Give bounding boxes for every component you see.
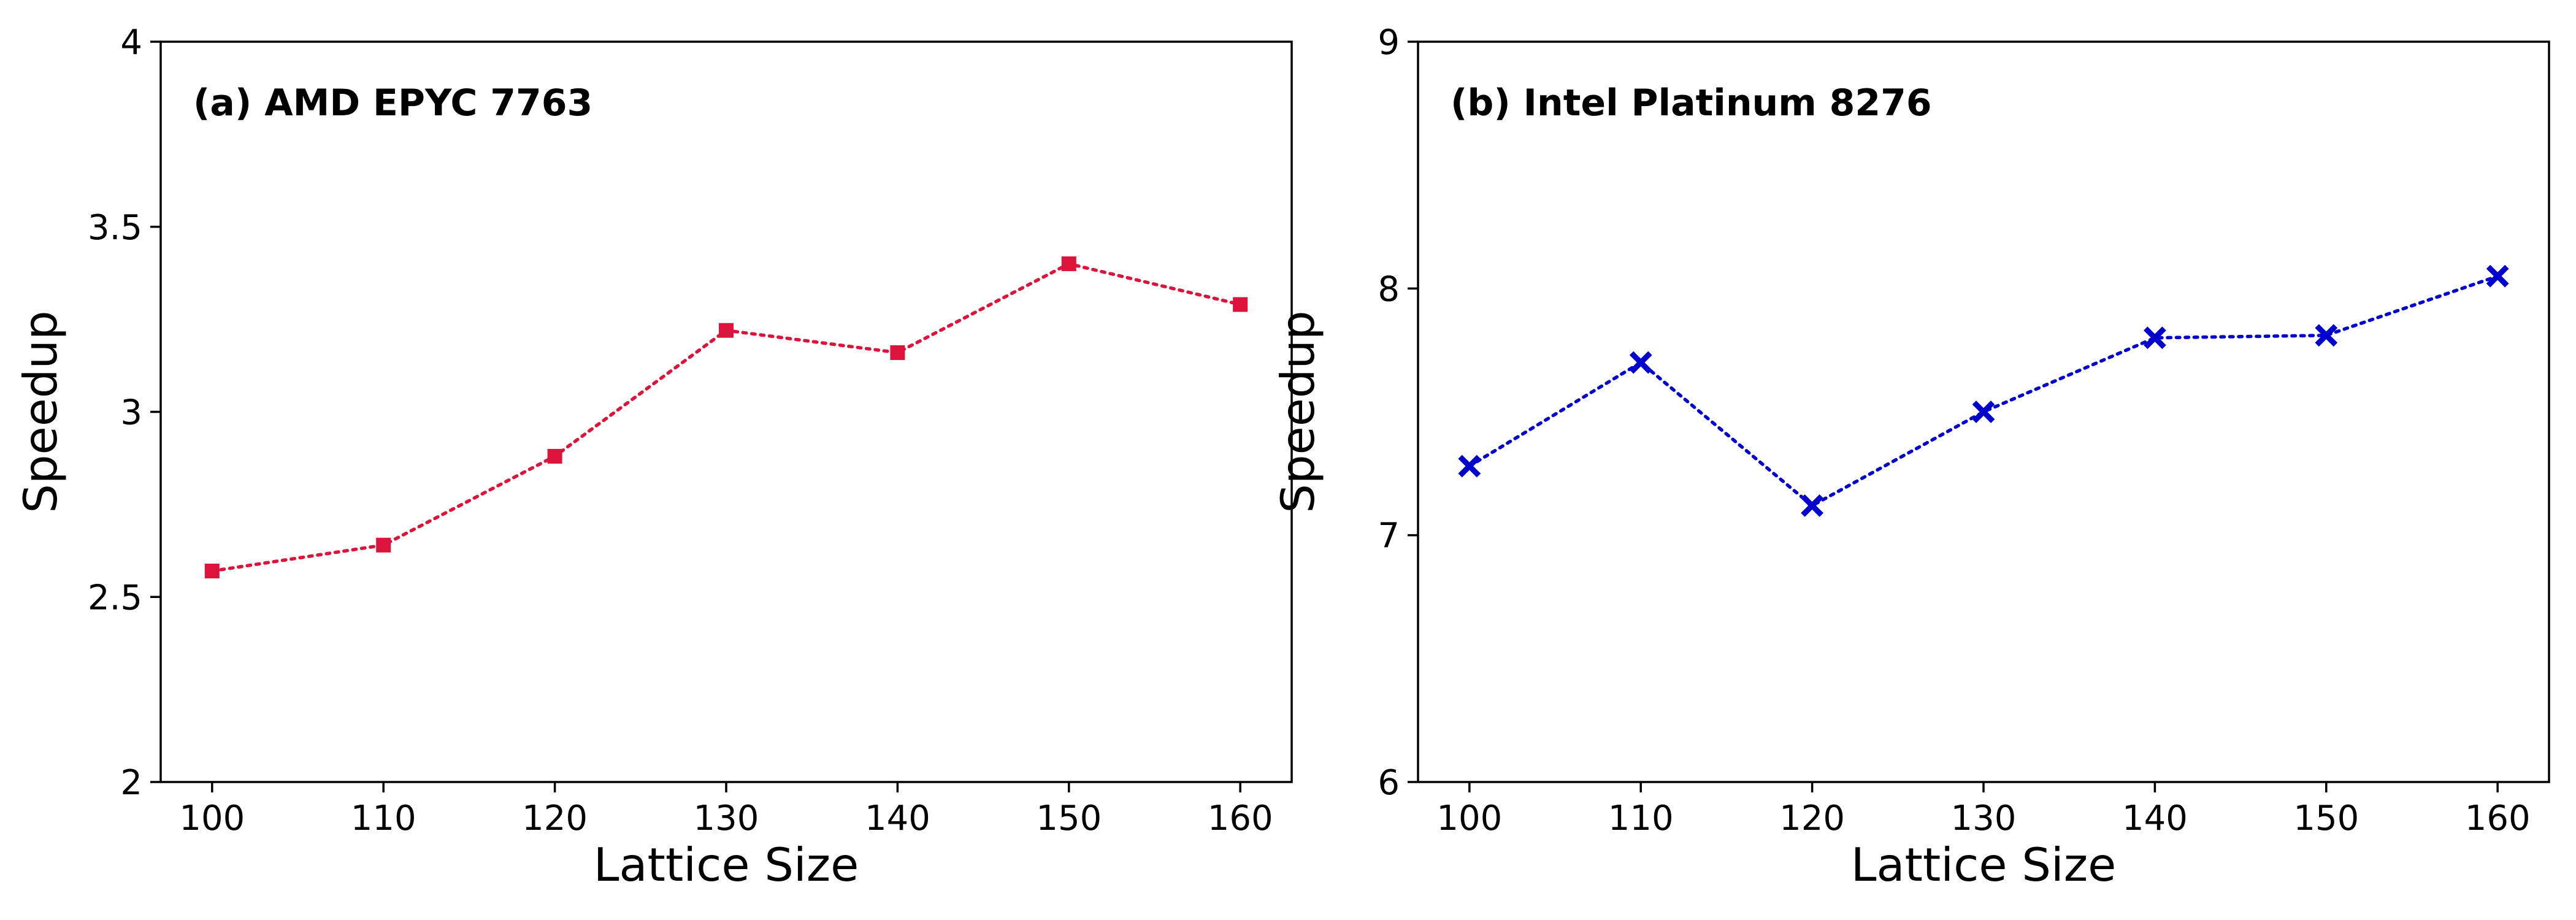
panel-b-title: (b) Intel Platinum 8276	[1451, 82, 1932, 125]
panel-b-xtick-label: 110	[1608, 799, 1674, 838]
panel-a-data-point	[1061, 256, 1076, 272]
panel-a-frame	[159, 40, 1293, 783]
panel-a-xtick-label: 160	[1208, 799, 1273, 838]
panel-a-ylabel: Speedup	[13, 310, 67, 513]
panel-b-xtick-label: 150	[2293, 799, 2359, 838]
panel-a-title: (a) AMD EPYC 7763	[193, 82, 592, 125]
panel-a-data-point	[204, 564, 220, 579]
panel-a-xtick-label: 120	[522, 799, 588, 838]
panel-b-ytick-label: 9	[1378, 23, 1400, 63]
panel-a-ytick-label: 4	[120, 23, 142, 63]
panel-a-xtick-label: 110	[351, 799, 416, 838]
panel-a-ytick-label: 2.5	[88, 578, 142, 618]
panel-a: (a) AMD EPYC 7763 Lattice Size Speedup 1…	[13, 23, 1293, 892]
panel-b-xtick-label: 160	[2465, 799, 2531, 838]
panel-b-xtick-label: 130	[1951, 799, 2017, 838]
panel-b-xtick-label: 120	[1779, 799, 1845, 838]
panel-a-data-point	[376, 537, 391, 553]
panel-b-ytick-label: 7	[1378, 516, 1400, 556]
panel-a-data-point	[547, 448, 562, 464]
panel-a-xtick-label: 140	[865, 799, 930, 838]
panel-b-data-point	[2315, 324, 2338, 347]
panel-a-xlabel: Lattice Size	[594, 838, 859, 892]
panel-a-ytick-label: 3.5	[88, 208, 142, 248]
panel-a-ytick-label: 2	[120, 763, 142, 803]
panel-a-series-line	[210, 262, 1242, 573]
panel-b-data-point	[2486, 264, 2509, 288]
panel-a-xtick-label: 130	[694, 799, 759, 838]
panel-b-xtick-label: 140	[2122, 799, 2188, 838]
panel-a-data-point	[719, 323, 734, 338]
panel-b-data-point	[1801, 494, 1823, 517]
panel-a-xtick-label: 100	[179, 799, 245, 838]
panel-b-series-line	[1468, 274, 2499, 508]
panel-a-ytick-label: 3	[120, 393, 142, 433]
panel-b-xtick-label: 100	[1436, 799, 1502, 838]
panel-b-data-point	[1629, 351, 1652, 374]
panel-b-xlabel: Lattice Size	[1851, 838, 2117, 892]
panel-a-data-point	[890, 345, 905, 360]
panel-b: (b) Intel Platinum 8276 Lattice Size Spe…	[1271, 23, 2550, 892]
panel-b-data-point	[1972, 401, 1995, 423]
panel-b-data-point	[2144, 326, 2166, 350]
panel-b-ytick-label: 6	[1378, 763, 1400, 803]
panel-b-data-point	[1458, 454, 1481, 478]
panel-a-xtick-label: 150	[1036, 799, 1102, 838]
panel-b-ylabel: Speedup	[1271, 310, 1325, 513]
panel-b-ytick-label: 8	[1378, 269, 1400, 309]
panel-a-data-point	[1233, 297, 1248, 312]
